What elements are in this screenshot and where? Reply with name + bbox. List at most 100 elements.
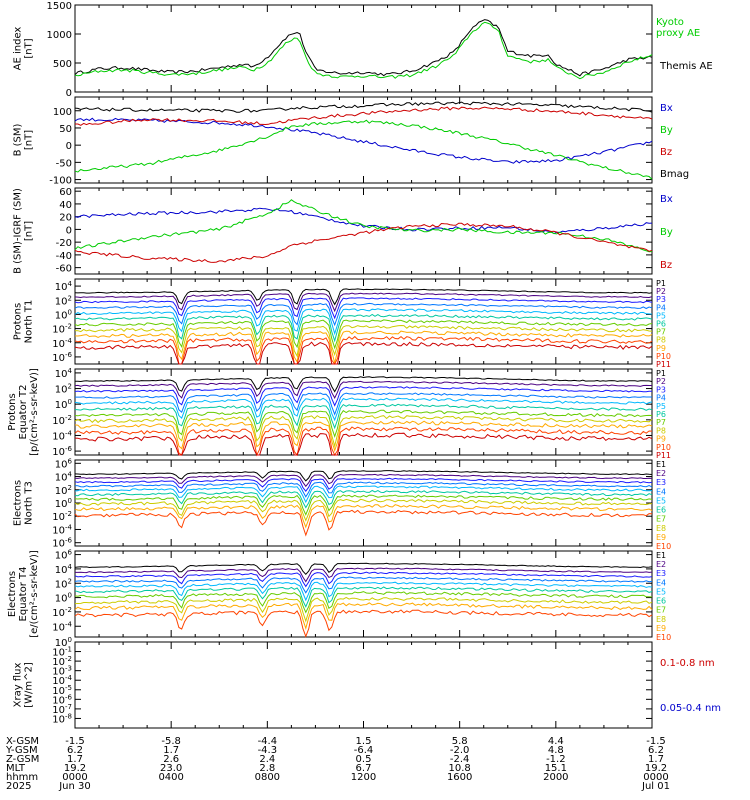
x-row-label: 2025 [6,781,31,792]
x-tick-label: 15.1 [545,763,567,774]
series-line-p9 [74,330,653,364]
series-line-p11 [74,432,653,456]
series-line-e1 [74,562,653,576]
y-tick-label: 40 [59,200,72,211]
series-line-p6 [74,403,653,430]
series-line-p6 [74,313,653,343]
y-axis-label: [nT] [24,130,35,150]
series-line-e5 [74,485,653,504]
x-tick-label: 23.0 [160,763,182,774]
legend-entry: E6 [656,597,666,606]
x-tick-label: Jun 30 [58,781,91,792]
y-tick-label: 104 [55,367,73,380]
x-tick-label: -1.5 [65,736,85,747]
legend-entry: P3 [656,295,666,304]
x-tick-label: 0000 [62,772,87,783]
x-tick-label: 4.4 [548,736,564,747]
legend-entry: E8 [656,524,666,533]
y-tick-label: 0 [66,88,72,99]
x-tick-label: 2.8 [259,763,275,774]
series-line-bz [74,222,653,263]
series-line-p10 [74,426,653,457]
legend-entry: P11 [656,360,671,369]
y-tick-label: -50 [56,158,72,169]
legend-entry: E1 [656,460,666,469]
legend-entry: By [660,125,673,136]
x-axis-table: X-GSMY-GSMZ-GSMMLThhmm2025-1.56.21.719.2… [5,736,670,792]
legend-entry: P4 [656,303,666,312]
legend-entry: E2 [656,560,666,569]
y-tick-label: 10-2 [52,606,72,619]
y-tick-label: 100 [55,592,72,605]
legend-entry: P6 [656,320,666,329]
x-tick-label: 1200 [351,772,376,783]
x-tick-label: 0800 [255,772,280,783]
panel-bigrf: -60 -40 -20 020 40 60 B (SM)-IGRF (SM) [nT] Bx By… [13,187,673,274]
y-axis-label: [e/(cm²-s-sr-keV)] [29,550,40,638]
y-tick-label: 0 [66,141,72,152]
legend-entry: Kyoto [656,17,684,28]
x-tick-label: 1.7 [163,745,179,756]
legend-entry: E5 [656,587,666,596]
legend-entry: E6 [656,506,666,515]
panel-frame [74,641,653,729]
y-axis-label: [p/(cm²-s-sr-keV)] [29,368,40,456]
series-line-e6 [74,586,653,608]
legend-entry: P7 [656,418,666,427]
x-row-label: MLT [6,763,26,774]
legend-entry: Bx [660,103,673,114]
y-axis-label: Equator T2 [18,385,29,440]
y-axis-label: B (SM)-IGRF (SM) [13,188,24,274]
y-tick-label: 102 [55,294,72,307]
y-tick-label: 104 [55,280,73,293]
x-tick-label: -1.5 [646,736,666,747]
series-line-p9 [74,420,653,453]
series-line-e3 [74,477,653,493]
series-line-bmag [74,101,653,113]
y-tick-label: 106 [55,549,73,562]
legend-entry: E9 [656,624,666,633]
legend-entry: E9 [656,533,666,542]
panel-xray: 10-810-710-610-510-410-310-210-1100Xray … [13,636,721,729]
legend-entry: P9 [656,435,666,444]
legend-entry: E4 [656,487,666,496]
y-tick-label: 20 [59,213,72,224]
y-tick-label: 10-4 [52,523,72,536]
y-tick-label: 10-6 [52,351,72,364]
x-row-label: X-GSM [6,736,39,747]
series-line-e9 [74,504,653,529]
y-tick-label: 10-4 [52,337,72,350]
legend-entry: E7 [656,515,666,524]
x-tick-label: 10.8 [449,763,471,774]
legend-entry: P2 [656,377,666,386]
legend-entry: E8 [656,615,666,624]
y-tick-label: 106 [55,457,73,470]
x-tick-label: 1.5 [356,736,372,747]
y-tick-label: 102 [55,383,72,396]
y-tick-label: -100 [49,176,72,187]
series-line-e9 [74,602,653,631]
series-line-p5 [74,308,653,336]
y-tick-label: 60 [59,187,72,198]
y-axis-label: B (SM) [13,123,24,156]
series-line-e2 [74,473,653,488]
legend-entry: E7 [656,606,666,615]
x-tick-label: 6.7 [356,763,372,774]
y-tick-label: 10-2 [52,323,72,336]
y-tick-label: 104 [55,471,73,484]
series-line-e4 [74,576,653,594]
x-tick-label: 1600 [447,772,472,783]
x-tick-label: -2.0 [450,745,470,756]
legend-entry: P7 [656,328,666,337]
x-tick-label: 4.8 [548,745,564,756]
y-tick-label: 104 [55,563,73,576]
series-line-e7 [74,494,653,516]
x-tick-label: -4.4 [258,736,278,747]
x-row-label: Y-GSM [5,745,38,756]
legend-entry: P2 [656,287,666,296]
y-tick-label: 1000 [47,30,72,41]
legend-entry: 0.1-0.8 nm [660,658,715,669]
x-tick-label: Jul 01 [641,781,670,792]
y-tick-label: 500 [53,59,72,70]
